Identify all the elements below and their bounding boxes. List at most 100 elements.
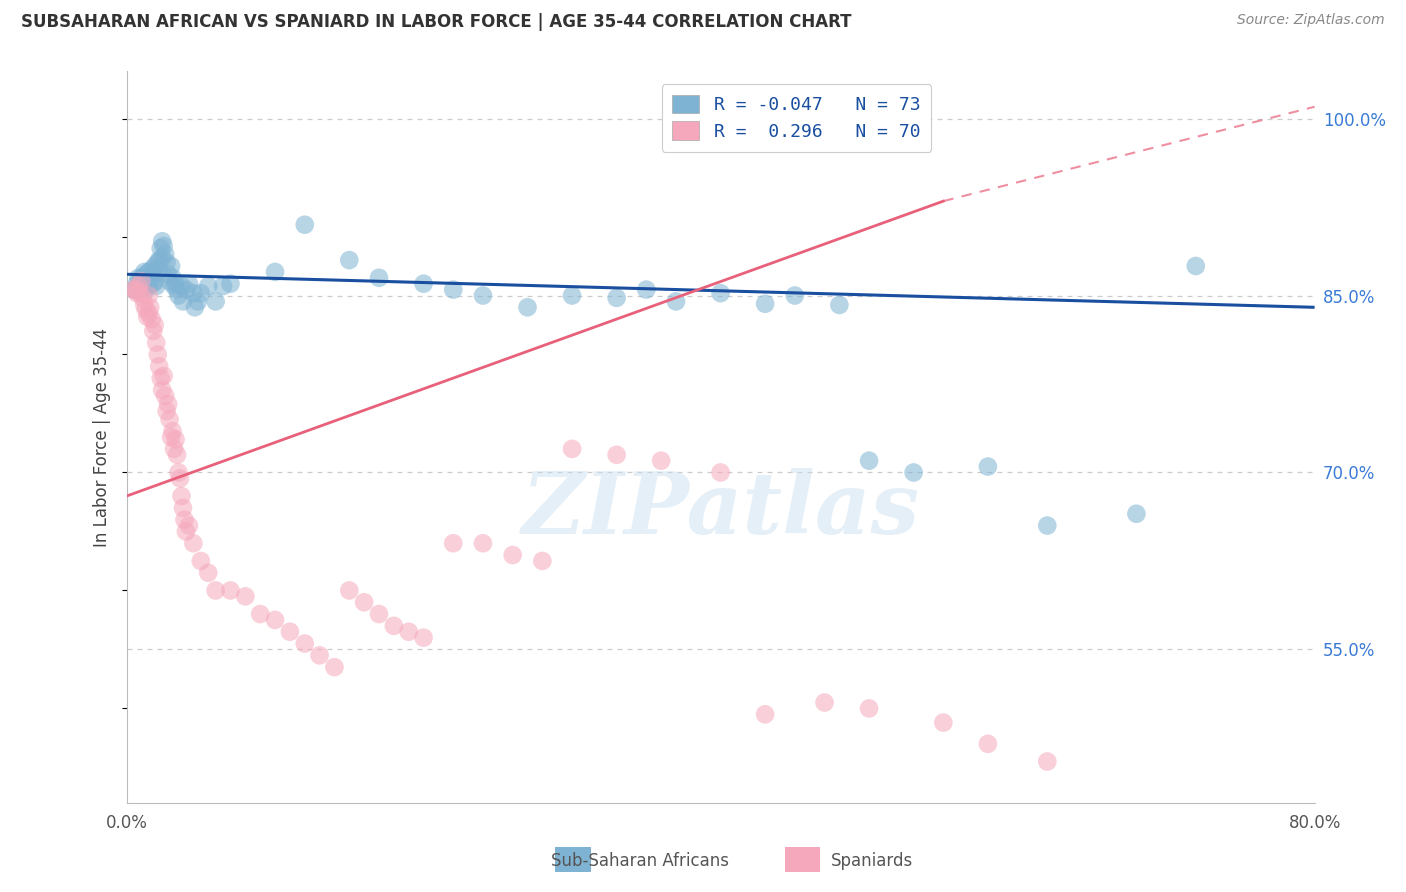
- Point: [858, 453, 880, 467]
- Point: [145, 335, 167, 350]
- Point: [977, 737, 1000, 751]
- Point: [143, 259, 166, 273]
- Point: [160, 259, 183, 273]
- Point: [150, 251, 173, 265]
- Point: [129, 283, 152, 297]
- Point: [163, 279, 186, 293]
- Point: [184, 301, 207, 315]
- Point: [174, 283, 197, 297]
- Text: Sub-Saharan Africans: Sub-Saharan Africans: [551, 852, 728, 870]
- Point: [134, 279, 156, 293]
- Point: [156, 404, 179, 418]
- Point: [368, 270, 391, 285]
- Point: [412, 631, 434, 645]
- Point: [143, 274, 166, 288]
- Point: [187, 294, 209, 309]
- Point: [204, 294, 226, 309]
- Point: [125, 277, 148, 291]
- Point: [249, 607, 271, 621]
- Point: [368, 607, 391, 621]
- Point: [204, 583, 226, 598]
- Point: [138, 288, 160, 302]
- Point: [165, 433, 187, 447]
- Point: [783, 288, 806, 302]
- Point: [1036, 518, 1059, 533]
- Point: [142, 277, 165, 291]
- Point: [382, 619, 405, 633]
- Point: [754, 297, 776, 311]
- Point: [157, 267, 180, 281]
- Point: [139, 301, 162, 315]
- Point: [153, 389, 176, 403]
- Point: [150, 383, 173, 397]
- Point: [170, 489, 193, 503]
- Point: [149, 241, 172, 255]
- Point: [197, 566, 219, 580]
- Point: [502, 548, 524, 562]
- Point: [828, 298, 851, 312]
- Point: [169, 471, 191, 485]
- Point: [219, 583, 242, 598]
- Point: [606, 291, 628, 305]
- Point: [665, 294, 688, 309]
- Point: [308, 648, 330, 663]
- Point: [131, 279, 153, 293]
- Point: [163, 442, 186, 456]
- Text: Spaniards: Spaniards: [831, 852, 912, 870]
- Point: [138, 279, 160, 293]
- Point: [125, 286, 148, 301]
- Point: [150, 234, 173, 248]
- Point: [177, 518, 200, 533]
- Point: [183, 536, 205, 550]
- Point: [135, 283, 157, 297]
- Point: [903, 466, 925, 480]
- Point: [471, 536, 495, 550]
- Point: [561, 288, 583, 302]
- Point: [167, 466, 190, 480]
- Point: [183, 286, 205, 301]
- Point: [138, 306, 160, 320]
- Point: [813, 696, 835, 710]
- Point: [136, 274, 159, 288]
- Point: [337, 583, 360, 598]
- Point: [139, 272, 162, 286]
- Point: [636, 283, 658, 297]
- Point: [531, 554, 554, 568]
- Point: [264, 613, 287, 627]
- Point: [353, 595, 375, 609]
- Point: [157, 397, 180, 411]
- Point: [136, 310, 159, 324]
- Point: [166, 283, 188, 297]
- Point: [132, 291, 155, 305]
- Point: [159, 274, 181, 288]
- Point: [177, 277, 200, 291]
- Point: [172, 500, 194, 515]
- Point: [398, 624, 420, 639]
- Point: [233, 590, 256, 604]
- Point: [190, 554, 212, 568]
- Point: [148, 253, 170, 268]
- Point: [174, 524, 197, 539]
- Point: [146, 347, 169, 361]
- Point: [131, 274, 153, 288]
- Point: [134, 265, 156, 279]
- Point: [709, 466, 731, 480]
- Point: [172, 294, 194, 309]
- Point: [471, 288, 495, 302]
- Point: [858, 701, 880, 715]
- Point: [142, 267, 165, 281]
- Point: [148, 359, 170, 374]
- Point: [149, 371, 172, 385]
- Point: [977, 459, 1000, 474]
- Point: [606, 448, 628, 462]
- Point: [1125, 507, 1147, 521]
- Point: [132, 274, 155, 288]
- Point: [294, 218, 316, 232]
- Point: [145, 279, 167, 293]
- Point: [1036, 755, 1059, 769]
- Point: [141, 312, 163, 326]
- Point: [162, 270, 184, 285]
- Point: [709, 286, 731, 301]
- Point: [165, 277, 187, 291]
- Point: [134, 298, 156, 312]
